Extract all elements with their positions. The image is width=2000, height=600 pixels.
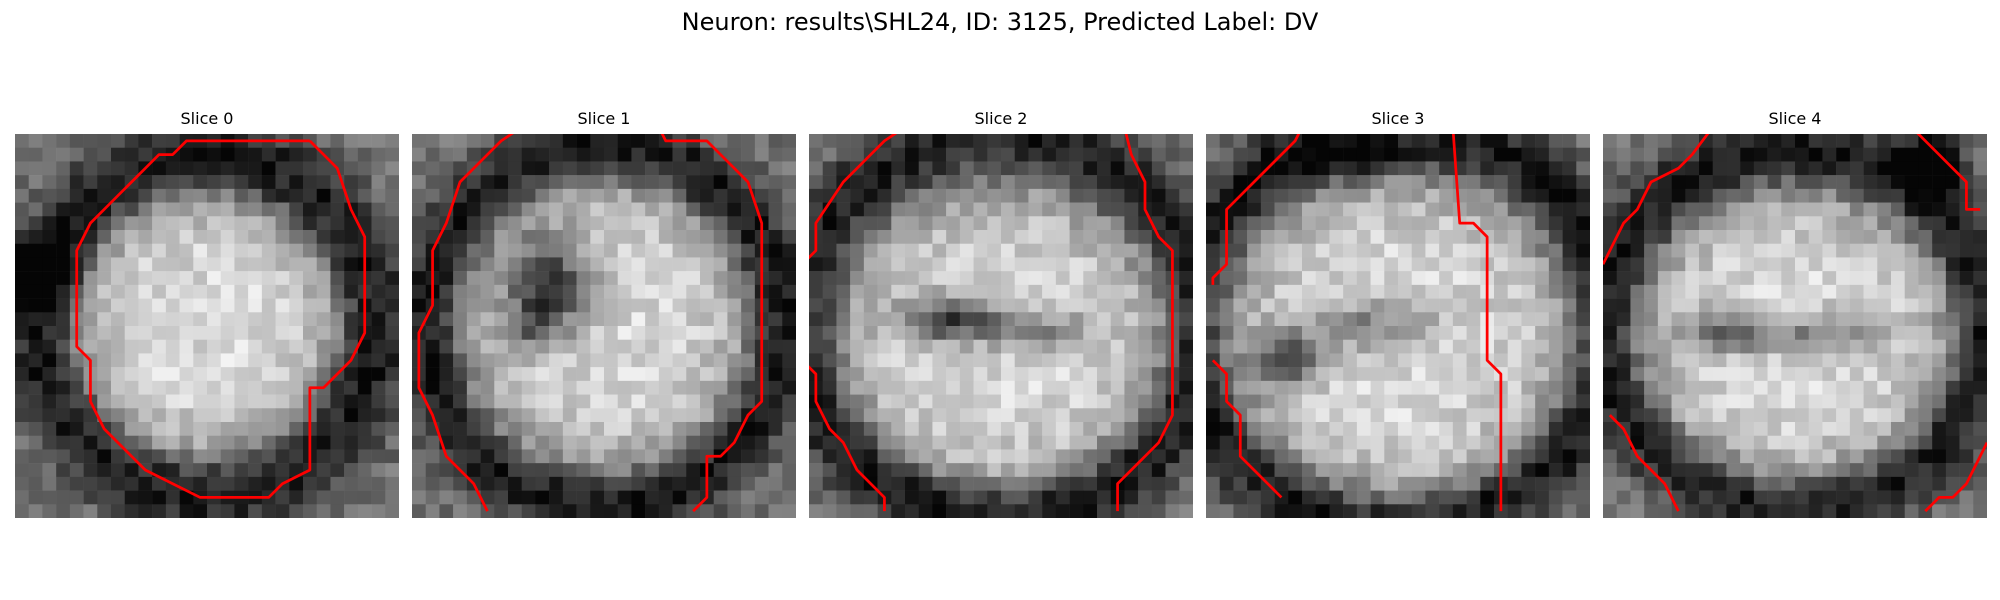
contour-overlay xyxy=(75,139,367,499)
slice-title: Slice 1 xyxy=(577,109,631,128)
slice-panel-0: Slice 0 xyxy=(15,108,399,518)
contour-overlay xyxy=(809,365,886,512)
slice-title: Slice 2 xyxy=(974,109,1028,128)
slice-panel-3: Slice 3 xyxy=(1206,108,1590,518)
slice-title: Slice 4 xyxy=(1768,109,1822,128)
contour-overlay xyxy=(417,134,514,512)
contour-overlay xyxy=(809,134,898,260)
contour-overlay xyxy=(1116,134,1174,512)
slice-panel-2: Slice 2 xyxy=(809,108,1193,518)
slice-image xyxy=(15,134,399,518)
slice-panel-1: Slice 1 xyxy=(412,108,796,518)
contour-overlay xyxy=(1211,359,1283,499)
contour-overlay xyxy=(1916,134,1981,211)
slice-image xyxy=(1603,134,1987,518)
slice-title: Slice 3 xyxy=(1371,109,1425,128)
contour-overlay xyxy=(1211,134,1301,285)
slice-panel-4: Slice 4 xyxy=(1603,108,1987,518)
contour-overlay xyxy=(1603,134,1710,265)
slice-image xyxy=(1206,134,1590,518)
slice-title: Slice 0 xyxy=(180,109,234,128)
contour-overlay xyxy=(660,134,764,513)
contour-overlay xyxy=(1924,441,1987,513)
contour-overlay xyxy=(1451,134,1503,512)
contour-overlay xyxy=(1608,414,1680,512)
figure-title: Neuron: results\SHL24, ID: 3125, Predict… xyxy=(681,8,1319,36)
slice-image xyxy=(412,134,796,518)
slice-image xyxy=(809,134,1193,518)
